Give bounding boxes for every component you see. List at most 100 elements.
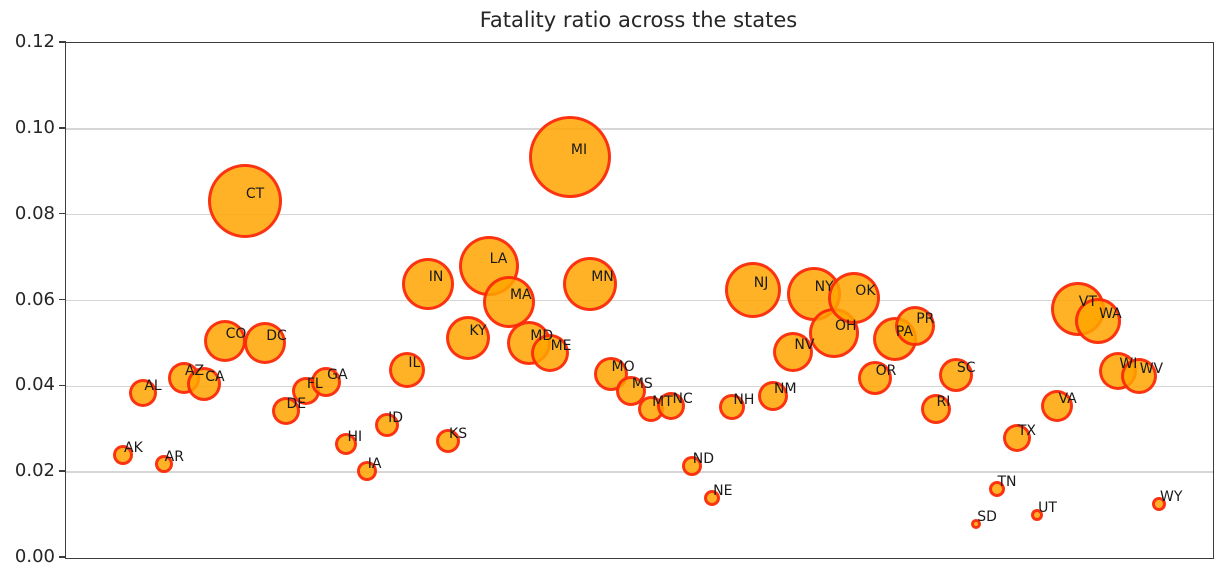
bubble-TN bbox=[988, 481, 1005, 498]
bubble-label-NE: NE bbox=[713, 482, 733, 499]
bubble-OR bbox=[857, 360, 892, 395]
bubble-label-PA: PA bbox=[895, 324, 914, 341]
bubble-label-SD: SD bbox=[977, 508, 997, 525]
bubble-WY bbox=[1152, 497, 1166, 512]
bubble-label-NY: NY bbox=[814, 279, 834, 296]
bubble-NJ bbox=[724, 261, 781, 318]
bubble-GA bbox=[311, 367, 342, 398]
bubble-IL bbox=[389, 352, 426, 389]
bubble-NE bbox=[704, 489, 721, 506]
gridline-0.02 bbox=[66, 471, 1213, 473]
bubble-label-KS: KS bbox=[449, 426, 468, 443]
bubble-label-MT: MT bbox=[652, 393, 673, 410]
bubble-KS bbox=[436, 429, 461, 454]
bubble-label-OH: OH bbox=[834, 317, 857, 334]
bubble-PR bbox=[895, 306, 936, 347]
y-tick-label-0.06: 0.06 bbox=[14, 288, 55, 310]
bubble-ID bbox=[375, 412, 400, 437]
bubble-VA bbox=[1041, 389, 1074, 422]
bubble-label-DE: DE bbox=[286, 396, 307, 413]
bubble-label-MO: MO bbox=[611, 359, 635, 376]
bubble-CA bbox=[187, 367, 222, 402]
bubble-label-DC: DC bbox=[266, 328, 287, 345]
bubble-ME bbox=[530, 333, 569, 372]
bubble-CT bbox=[207, 163, 282, 238]
bubble-HI bbox=[335, 433, 358, 456]
bubble-label-NJ: NJ bbox=[753, 274, 769, 291]
bubble-label-RI: RI bbox=[936, 393, 951, 410]
bubble-label-OR: OR bbox=[875, 362, 897, 379]
bubble-label-WV: WV bbox=[1139, 360, 1164, 377]
bubble-label-CO: CO bbox=[225, 326, 247, 343]
bubble-label-ND: ND bbox=[692, 451, 715, 468]
y-tick-mark bbox=[59, 556, 66, 558]
bubble-TX bbox=[1002, 423, 1031, 452]
y-tick-mark bbox=[59, 127, 66, 129]
bubble-label-IN: IN bbox=[428, 269, 444, 286]
bubble-NV bbox=[773, 332, 814, 372]
y-tick-label-0.08: 0.08 bbox=[14, 202, 55, 224]
bubble-label-NH: NH bbox=[733, 391, 755, 408]
bubble-label-VT: VT bbox=[1078, 294, 1097, 311]
y-tick-label-0.04: 0.04 bbox=[14, 374, 55, 396]
y-tick-label-0.10: 0.10 bbox=[14, 116, 55, 138]
bubble-label-NM: NM bbox=[774, 380, 797, 397]
bubble-OK bbox=[828, 272, 881, 325]
bubble-label-AZ: AZ bbox=[184, 362, 205, 379]
y-tick-mark bbox=[59, 298, 66, 301]
bubble-MI bbox=[528, 115, 611, 198]
bubble-label-AR: AR bbox=[164, 448, 184, 465]
bubble-NC bbox=[657, 391, 686, 420]
bubble-label-HI: HI bbox=[347, 429, 363, 446]
bubble-MN bbox=[563, 257, 618, 312]
bubble-label-AL: AL bbox=[144, 377, 162, 394]
bubble-label-UT: UT bbox=[1038, 500, 1057, 517]
bubble-SC bbox=[938, 357, 973, 392]
bubble-label-WI: WI bbox=[1119, 356, 1138, 373]
bubble-DC bbox=[244, 322, 287, 365]
bubble-label-WY: WY bbox=[1160, 489, 1183, 506]
bubble-AR bbox=[154, 454, 173, 473]
bubble-IN bbox=[401, 258, 454, 311]
bubble-label-MS: MS bbox=[631, 375, 653, 392]
bubble-WA bbox=[1075, 298, 1122, 345]
y-tick-label-0.12: 0.12 bbox=[14, 31, 55, 52]
chart-title: Fatality ratio across the states bbox=[479, 8, 798, 32]
bubble-AL bbox=[129, 378, 158, 407]
bubble-label-OK: OK bbox=[855, 283, 876, 300]
bubble-KY bbox=[446, 316, 491, 361]
bubble-label-NV: NV bbox=[794, 337, 815, 353]
bubble-RI bbox=[920, 393, 951, 424]
bubble-MA bbox=[482, 275, 535, 328]
bubble-label-MD: MD bbox=[530, 327, 554, 344]
bubble-label-PR: PR bbox=[916, 311, 935, 328]
bubble-label-WA: WA bbox=[1099, 306, 1122, 323]
bubble-label-NC: NC bbox=[672, 390, 693, 407]
y-tick-label-0.00: 0.00 bbox=[14, 546, 55, 567]
bubble-label-KY: KY bbox=[469, 323, 487, 340]
bubble-DE bbox=[271, 397, 300, 426]
bubble-label-MA: MA bbox=[509, 286, 532, 303]
bubble-label-IL: IL bbox=[408, 355, 421, 372]
gridline-0.06 bbox=[66, 299, 1213, 302]
bubble-WV bbox=[1120, 357, 1157, 394]
bubble-label-ME: ME bbox=[550, 337, 572, 354]
bubble-label-CA: CA bbox=[205, 369, 225, 386]
bubble-label-TN: TN bbox=[997, 474, 1017, 491]
y-tick-label-0.02: 0.02 bbox=[14, 460, 55, 482]
plot-area: AK AL AR AZ CA CO CT DC DE FL GA HI IA ID IL IN KS KY LA MA… bbox=[65, 42, 1214, 559]
bubble-label-MI: MI bbox=[570, 141, 588, 158]
gridline-0.08 bbox=[66, 213, 1213, 216]
bubble-ND bbox=[681, 456, 702, 477]
y-tick-mark bbox=[59, 41, 66, 43]
bubble-IA bbox=[356, 461, 377, 482]
bubble-label-IA: IA bbox=[367, 456, 382, 473]
bubble-label-FL: FL bbox=[306, 375, 323, 392]
gridline-0.10 bbox=[66, 128, 1213, 130]
bubble-label-SC: SC bbox=[956, 359, 976, 376]
bubble-SD bbox=[971, 518, 982, 529]
bubble-label-MN: MN bbox=[591, 269, 614, 286]
bubble-UT bbox=[1031, 509, 1044, 522]
bubble-label-CT: CT bbox=[245, 185, 265, 202]
